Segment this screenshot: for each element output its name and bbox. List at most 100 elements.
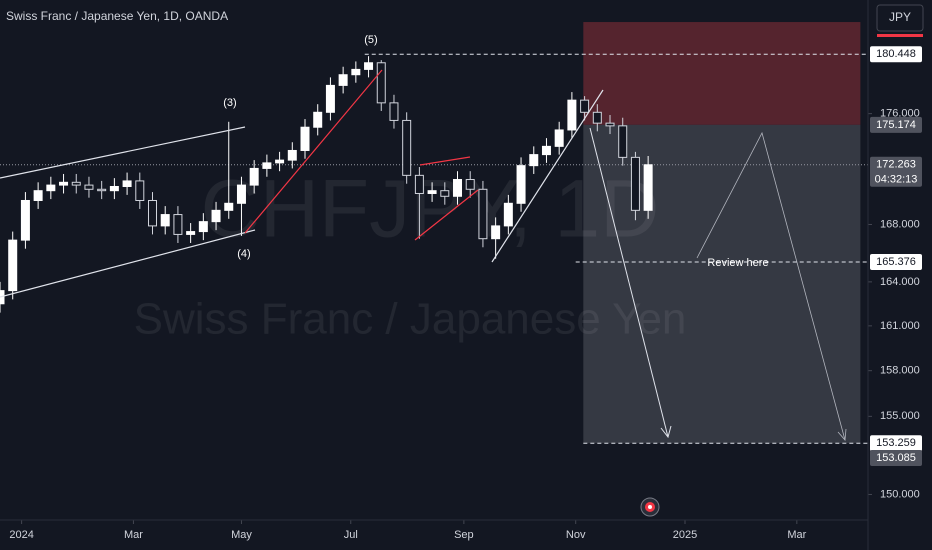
channel-line (0, 229, 256, 298)
candle-body (453, 179, 463, 197)
candle-body (186, 231, 196, 235)
candle-body (414, 174, 424, 194)
candle-body (148, 199, 158, 227)
candle-body (71, 181, 81, 186)
price-tag (870, 253, 922, 270)
x-tick-label: May (231, 529, 252, 541)
candle-body (554, 129, 564, 147)
candle-body (630, 156, 640, 211)
price-tag-label: 165.376 (876, 256, 916, 268)
candle-body (465, 179, 475, 190)
candle-body (97, 188, 107, 192)
entry-tag-label: 175.174 (876, 119, 916, 131)
trend-line (414, 189, 479, 241)
candle-body (478, 188, 488, 240)
candle-body (516, 165, 526, 204)
candle-body (618, 125, 628, 158)
arrow-head (837, 428, 847, 441)
annotation: (5) (364, 34, 377, 46)
trend-line (419, 156, 471, 166)
price-tag (870, 435, 922, 452)
candle-body (160, 214, 170, 227)
arrow (589, 127, 669, 438)
logo (640, 497, 660, 517)
candle-body (440, 190, 450, 197)
last-price-tag-label: 172.263 (876, 159, 916, 171)
candle-body (567, 99, 577, 131)
price-tag-label: 153.259 (876, 437, 916, 449)
candle-body (198, 221, 208, 233)
candle-body (313, 111, 323, 128)
y-tick-label: 158.000 (880, 365, 920, 377)
candle-body (59, 181, 69, 186)
y-tick-label: 161.000 (880, 320, 920, 332)
candle-body (592, 111, 602, 124)
trend-line (244, 69, 383, 234)
channel-line (0, 126, 246, 179)
entry-tag (870, 116, 922, 133)
target-tag (870, 449, 922, 466)
annotation: (4) (237, 248, 250, 260)
arrow-head (660, 425, 672, 439)
candle-body (605, 122, 615, 127)
candle-body (249, 167, 259, 186)
x-tick-label: Mar (124, 529, 143, 541)
countdown: 04:32:13 (875, 174, 918, 186)
candle-body (211, 209, 221, 223)
candle-body (529, 154, 539, 167)
price-tag-label: 180.448 (876, 48, 916, 60)
y-tick-label: 164.000 (880, 276, 920, 288)
x-tick-label: Jul (344, 529, 358, 541)
watermark-subtitle: Swiss Franc / Japanese Yen (134, 295, 687, 344)
drawings (0, 69, 847, 441)
chart-title: Swiss Franc / Japanese Yen, 1D, OANDA (6, 9, 228, 23)
candle-body (84, 184, 94, 190)
candle-body (33, 190, 43, 201)
candle-body (20, 199, 30, 241)
trend-line (491, 89, 604, 263)
candle-body (122, 180, 132, 187)
currency-underline (877, 34, 923, 37)
candle-body (173, 214, 183, 235)
candle-body (300, 126, 310, 151)
x-tick-label: 2025 (673, 529, 697, 541)
candle-body (109, 185, 119, 192)
candle-body (402, 119, 412, 176)
x-tick-label: Sep (454, 529, 474, 541)
candle-body (224, 202, 234, 211)
candle-body (262, 162, 272, 169)
candle-body (643, 164, 653, 211)
candle-body (351, 68, 361, 76)
last-price-tag (870, 156, 922, 187)
candle-body (236, 184, 246, 204)
stop-zone (583, 22, 861, 125)
x-tick-label: Nov (566, 529, 586, 541)
candle-body (46, 184, 56, 192)
candle-body (541, 145, 551, 156)
x-tick-label: 2024 (9, 529, 33, 541)
y-tick-label: 155.000 (880, 410, 920, 422)
target-tag-label: 153.085 (876, 452, 916, 464)
currency-button[interactable] (876, 4, 924, 32)
candle-body (338, 74, 348, 86)
candle-body (287, 149, 297, 161)
candle-body (580, 99, 590, 113)
candle-body (325, 84, 335, 113)
candle-body (364, 62, 374, 70)
candle-body (389, 102, 399, 121)
y-tick-label: 168.000 (880, 218, 920, 230)
annotation: Review here (707, 257, 768, 269)
candle-body (0, 290, 5, 305)
candle-body (275, 159, 285, 164)
watermark: CHFJPY, 1D (201, 164, 660, 255)
candle-body (427, 190, 437, 194)
candle-body (491, 225, 501, 240)
x-tick-label: Mar (787, 529, 806, 541)
currency-label[interactable]: JPY (889, 10, 911, 24)
candle-body (503, 202, 513, 227)
candle-body (8, 239, 18, 292)
annotation: (3) (223, 97, 236, 109)
y-tick-label: 150.000 (880, 488, 920, 500)
